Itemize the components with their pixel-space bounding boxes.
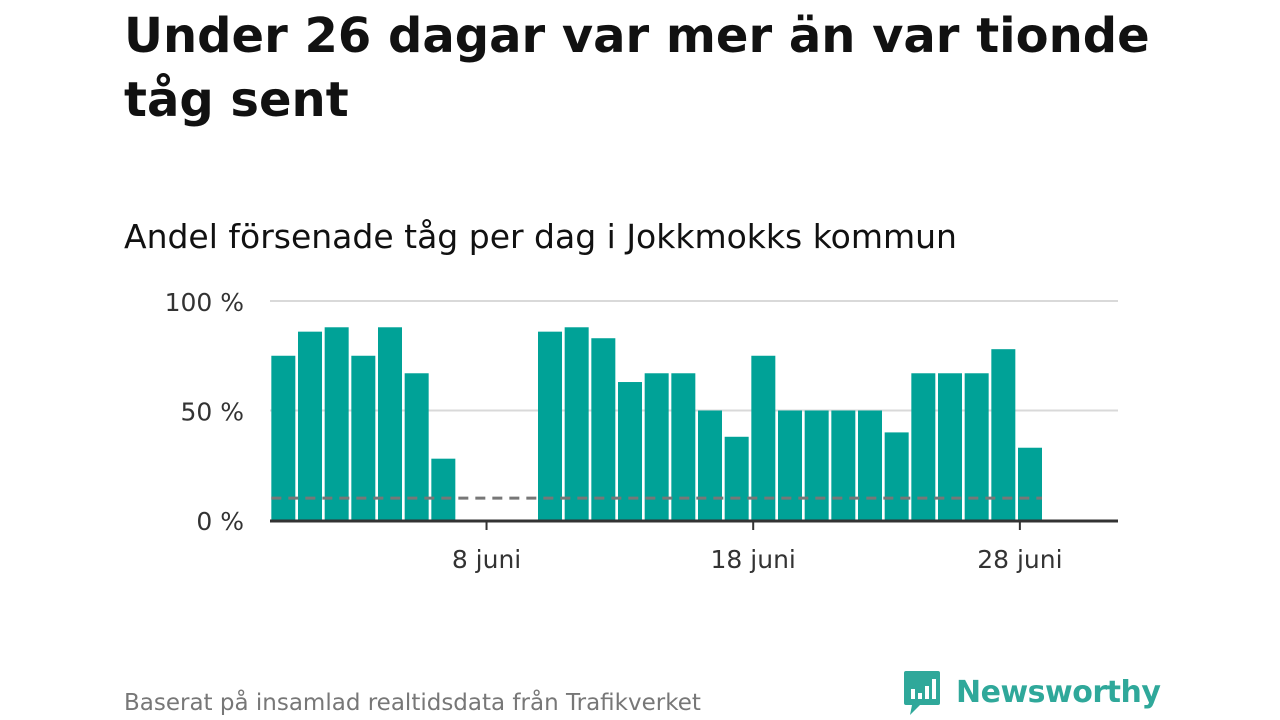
bars (271, 327, 1042, 520)
bar (378, 327, 402, 520)
bar (591, 338, 616, 520)
y-tick-label: 0 % (196, 507, 244, 536)
brand-name: Newsworthy (956, 675, 1161, 710)
bar (911, 373, 936, 520)
newsworthy-logo-icon (904, 671, 940, 715)
x-tick-label: 18 juni (711, 545, 796, 574)
bar (804, 410, 829, 520)
bar (964, 373, 989, 520)
bar (751, 355, 776, 520)
chart-headline: Under 26 dagar var mer än var tionde tåg… (124, 8, 1150, 128)
y-tick-label: 100 % (165, 288, 244, 317)
bar (351, 355, 376, 520)
bar (724, 436, 749, 520)
source-note: Baserat på insamlad realtidsdata från Tr… (124, 690, 701, 716)
bar-chart: 0 % 50 % 100 % 8 juni 18 juni 28 juni (165, 288, 1118, 574)
bar (698, 410, 722, 520)
bar (431, 458, 456, 520)
x-tick-label: 28 juni (977, 545, 1062, 574)
bar (858, 410, 882, 520)
bar (671, 373, 696, 520)
bar (938, 373, 962, 520)
brand-logo: Newsworthy (902, 669, 1161, 717)
bar (538, 331, 562, 520)
chart-subtitle: Andel försenade tåg per dag i Jokkmokks … (124, 217, 957, 256)
bar (271, 355, 296, 520)
y-tick-label: 50 % (180, 398, 244, 427)
x-tick-label: 8 juni (452, 545, 521, 574)
bar (884, 432, 909, 520)
bar (991, 349, 1016, 520)
bar (778, 410, 802, 520)
bar (404, 373, 429, 520)
axes (270, 519, 1118, 530)
bar (1018, 447, 1042, 520)
tick-labels: 0 % 50 % 100 % 8 juni 18 juni 28 juni (165, 288, 1063, 574)
bar (564, 327, 589, 520)
bar (324, 327, 349, 520)
bar (644, 373, 669, 520)
bar (831, 410, 856, 520)
bar (298, 331, 322, 520)
